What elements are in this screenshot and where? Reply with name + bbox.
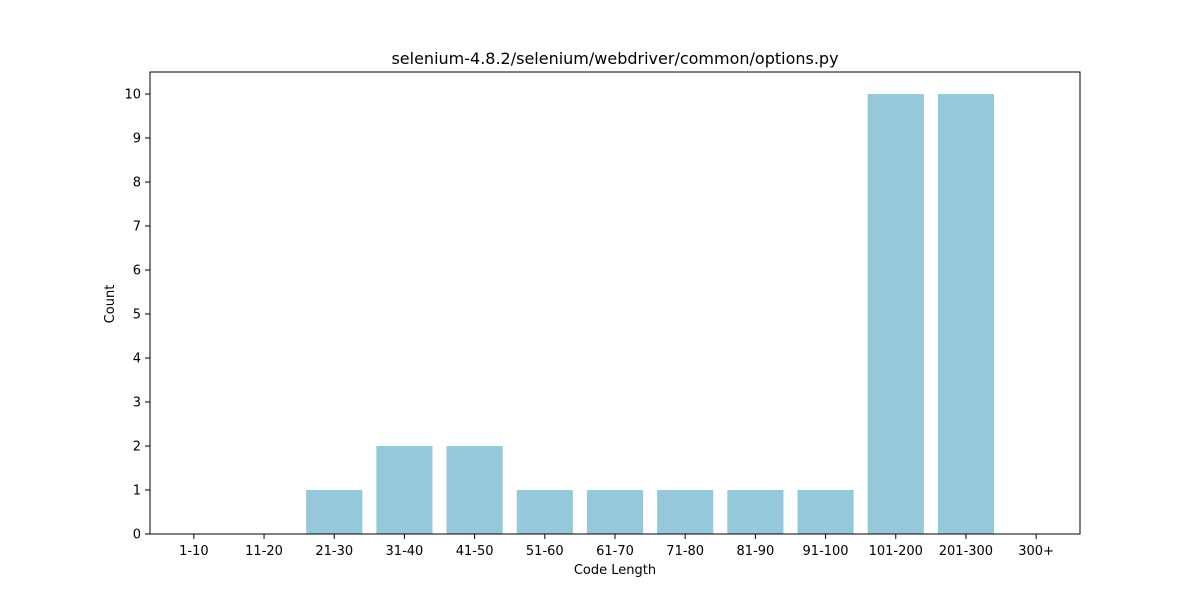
y-tick-label: 7 xyxy=(133,220,141,235)
y-tick-label: 8 xyxy=(133,176,141,191)
y-axis: 0 1 2 3 4 5 6 7 8 9 10 xyxy=(124,88,150,543)
x-tick-label: 91-100 xyxy=(803,544,849,559)
y-tick-label: 0 xyxy=(133,528,141,543)
y-tick-label: 5 xyxy=(133,308,141,323)
x-tick-label: 1-10 xyxy=(179,544,209,559)
bar-51-60 xyxy=(516,490,573,534)
bar-81-90 xyxy=(727,490,784,534)
bar-101-200 xyxy=(867,94,924,534)
y-tick-label: 3 xyxy=(133,396,141,411)
bar-61-70 xyxy=(586,490,644,534)
x-tick-label: 41-50 xyxy=(456,544,494,559)
x-tick-label: 31-40 xyxy=(386,544,424,559)
y-tick-label: 1 xyxy=(133,484,141,499)
bar-91-100 xyxy=(797,490,854,534)
y-tick-label: 6 xyxy=(133,264,141,279)
x-tick-label: 300+ xyxy=(1018,544,1054,559)
y-tick-label: 4 xyxy=(133,352,141,367)
bar-201-300 xyxy=(937,94,995,534)
y-tick-label: 10 xyxy=(124,88,141,103)
chart-title: selenium-4.8.2/selenium/webdriver/common… xyxy=(391,49,838,68)
bar-41-50 xyxy=(446,446,503,534)
bar-71-80 xyxy=(657,490,714,534)
x-tick-label: 11-20 xyxy=(245,544,283,559)
x-tick-label: 101-200 xyxy=(869,544,923,559)
x-tick-label: 21-30 xyxy=(315,544,353,559)
plot-frame xyxy=(149,71,1081,535)
bars-group xyxy=(306,94,995,534)
y-tick-label: 9 xyxy=(133,132,141,147)
y-tick-label: 2 xyxy=(133,440,141,455)
x-axis: 1-10 11-20 21-30 31-40 41-50 51-60 61-70 71-80 8… xyxy=(179,534,1054,559)
bar-31-40 xyxy=(376,446,433,534)
x-tick-label: 201-300 xyxy=(939,544,993,559)
y-axis-label: Count xyxy=(103,285,118,324)
x-tick-label: 51-60 xyxy=(526,544,564,559)
bar-21-30 xyxy=(306,490,363,534)
x-tick-label: 81-90 xyxy=(736,544,774,559)
x-axis-label: Code Length xyxy=(574,563,656,578)
x-tick-label: 61-70 xyxy=(596,544,634,559)
x-tick-label: 71-80 xyxy=(666,544,704,559)
